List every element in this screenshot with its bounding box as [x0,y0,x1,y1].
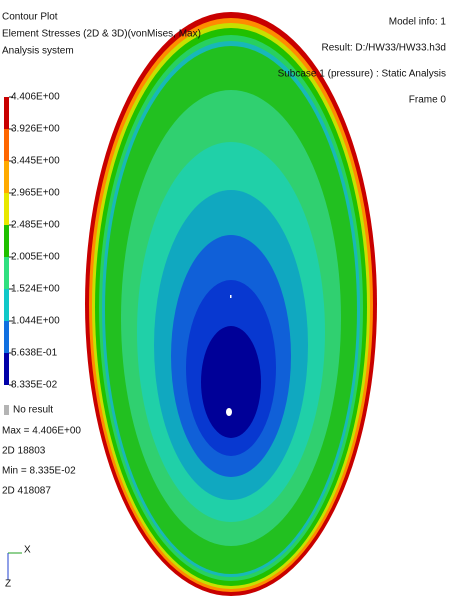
legend-label: 5.638E-01 [11,348,58,359]
model-info-line: Model info: 1 [389,17,447,28]
stat-line: 2D 418087 [2,486,51,497]
axis-x-label: X [24,545,31,556]
stats: Max = 4.406E+00 2D 18803 Min = 8.335E-02 2D… [2,426,81,497]
stat-line: 2D 18803 [2,446,46,457]
legend-swatch [4,129,9,161]
legend-label: 1.524E+00 [11,284,60,295]
legend-label: No result [13,405,53,416]
legend-label: 4.406E+00 [11,92,60,103]
node-marker [230,295,232,298]
legend-label: 8.335E-02 [11,380,58,391]
legend-swatch [4,405,9,415]
model-info-line: Subcase 1 (pressure) : Static Analysis [278,69,446,80]
system: Analysis system [2,46,74,57]
legend-label: 1.044E+00 [11,316,60,327]
model-info: Model info: 1 Result: D:/HW33/HW33.h3d Sub… [278,17,447,106]
stat-line: Min = 8.335E-02 [2,466,76,477]
legend: 4.406E+00 3.926E+00 3.445E+00 2.965E+00 2.48… [4,92,60,416]
contour-band [201,326,261,438]
axis-z-label: Z [5,579,11,590]
legend-swatch [4,161,9,193]
legend-label: 2.485E+00 [11,220,60,231]
legend-label: 2.965E+00 [11,188,60,199]
legend-swatch [4,193,9,225]
model-info-line: Frame 0 [409,95,447,106]
legend-swatch [4,97,9,129]
legend-swatch [4,289,9,321]
model-info-line: Result: D:/HW33/HW33.h3d [322,43,447,54]
plot-title: Contour Plot [2,12,58,23]
result-type: Element Stresses (2D & 3D)(vonMises, Max… [2,29,201,40]
legend-label: 3.445E+00 [11,156,60,167]
legend-swatch [4,225,9,257]
legend-swatch [4,353,9,385]
legend-label: 2.005E+00 [11,252,60,263]
node-marker [226,408,232,416]
axis-triad: X Z [5,545,31,590]
contour-model [85,12,377,596]
legend-swatch [4,321,9,353]
legend-label: 3.926E+00 [11,124,60,135]
stat-line: Max = 4.406E+00 [2,426,81,437]
legend-swatch [4,257,9,289]
